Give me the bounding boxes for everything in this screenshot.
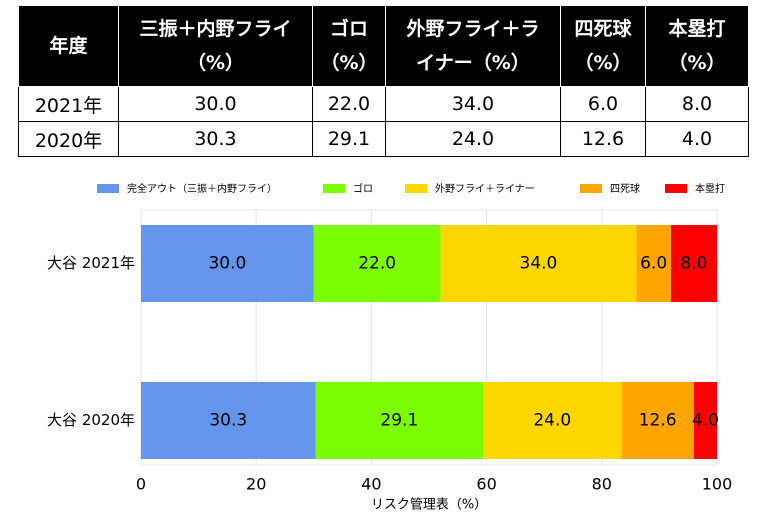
cell-text: 2021年 [34,94,103,117]
data-label: 30.3 [209,411,247,431]
x-tick-label: 100 [702,475,733,494]
x-tick-label: 80 [592,475,612,494]
data-label: 12.6 [639,411,677,431]
table-cell: 30.3 [118,121,313,157]
bar-segment [141,382,316,459]
data-label: 30.0 [208,254,246,274]
cell-text: 30.0 [194,93,237,115]
legend-swatch [405,184,427,193]
table-cell: 8.0 [645,86,749,122]
table-cell: 24.0 [385,121,561,157]
x-tick-label: 40 [361,475,381,494]
table-cell: 29.1 [312,121,386,157]
cell-text: 4.0 [681,128,713,150]
header-text: （%） [668,52,726,74]
legend-label: 本塁打 [695,182,725,195]
table-cell: 30.0 [118,86,313,122]
table-row: 2020年 30.3 29.1 24.0 12.6 4.0 [18,121,749,157]
legend-swatch [323,184,345,193]
header-text: 三振＋内野フライ [139,18,292,40]
bar-segment [636,225,671,302]
table-body: 2021年 30.0 22.0 34.0 6.0 8.0 2020年 30.3 29.1 24.0… [18,86,749,157]
legend-swatch [97,184,119,193]
table-cell: 4.0 [645,121,749,157]
x-tick-label: 60 [476,475,496,494]
header-text: （%） [320,52,378,74]
header-cell: 年度 [18,5,119,87]
legend-label: 完全アウト（三振＋内野フライ） [127,182,277,195]
y-tick-label: 大谷 2021年 [47,254,135,272]
header-text: （%） [186,52,245,74]
data-label: 8.0 [680,254,707,274]
table-row: 2021年 30.0 22.0 34.0 6.0 8.0 [18,86,749,122]
cell-text: 6.0 [587,93,619,115]
bar-segment [693,382,717,459]
header-cell: 四死球 （%） [560,5,646,87]
header-cell: 外野フライ＋ラ イナー（%） [385,5,561,87]
data-label: 22.0 [358,254,396,274]
table-cell: 2021年 [18,86,119,122]
header-text: 外野フライ＋ラ [406,18,540,40]
header-text: 本塁打 [668,18,726,40]
header-cell: 三振＋内野フライ （%） [118,5,313,87]
cell-text: 2020年 [34,129,103,152]
x-tick-label: 20 [246,475,266,494]
cell-text: 34.0 [451,93,495,115]
data-label: 4.0 [692,411,719,431]
bar-segment [141,225,314,302]
bar-segment [440,225,637,302]
header-text: 年度 [49,35,88,57]
header-row: 年度 三振＋内野フライ （%） ゴロ （%） 外野フライ＋ラ イナー（%） 四死球 （%） 本塁打… [18,5,749,87]
bar-segment [313,225,441,302]
cell-text: 29.1 [327,128,371,150]
cell-text: 24.0 [451,128,495,150]
header-cell: 本塁打 （%） [645,5,749,87]
legend-swatch [580,184,602,193]
bar-segment [315,382,484,459]
x-tick-label: 0 [136,475,146,494]
table-cell: 2020年 [18,121,119,157]
header-text: 四死球 [574,18,632,40]
cell-text: 12.6 [581,128,625,150]
y-tick-label: 大谷 2020年 [47,411,135,429]
header-cell: ゴロ （%） [312,5,386,87]
legend-label: 四死球 [610,182,640,195]
cell-text: 8.0 [681,93,713,115]
legend-label: ゴロ [353,182,373,195]
data-label: 24.0 [533,411,571,431]
table-cell: 22.0 [312,86,386,122]
header-text: ゴロ [329,18,368,40]
data-table: 年度 三振＋内野フライ （%） ゴロ （%） 外野フライ＋ラ イナー（%） 四死球 （%） 本塁打… [18,5,749,157]
bar-segment [483,382,622,459]
data-label: 34.0 [520,254,558,274]
legend-label: 外野フライ＋ライナー [435,183,535,195]
table-cell: 12.6 [560,121,646,157]
header-text: イナー（%） [416,52,530,74]
table-cell: 34.0 [385,86,561,122]
data-label: 29.1 [380,411,418,431]
table-cell: 6.0 [560,86,646,122]
legend-swatch [665,184,687,193]
bar-segment [621,382,694,459]
x-axis-label: リスク管理表（%） [371,498,487,513]
header-text: （%） [574,52,632,74]
cell-text: 22.0 [327,93,371,115]
bar-segment [670,225,717,302]
data-label: 6.0 [640,254,667,274]
cell-text: 30.3 [194,128,237,150]
